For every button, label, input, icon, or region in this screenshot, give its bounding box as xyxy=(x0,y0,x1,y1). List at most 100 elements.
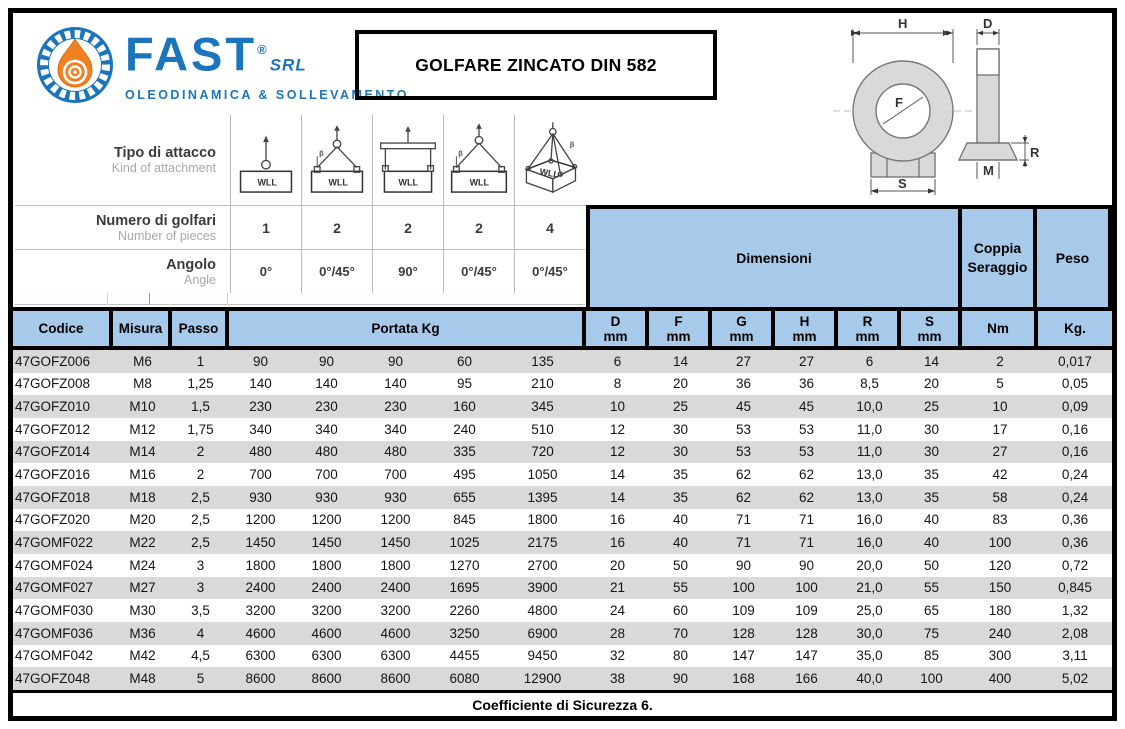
cell-g: 53 xyxy=(735,421,752,437)
cell-h: 71 xyxy=(798,535,815,551)
cell-portata-4: 6080 xyxy=(449,671,480,687)
cell-misura: M10 xyxy=(129,399,156,415)
cell-s: 65 xyxy=(923,603,940,619)
cell-codice: 47GOFZ008 xyxy=(15,376,91,392)
cell-portata-2: 1200 xyxy=(311,512,342,528)
cell-nm: 100 xyxy=(988,535,1012,551)
pieces-value: 2 xyxy=(443,205,514,249)
passo-header: Passo xyxy=(172,311,229,346)
cell-codice: 47GOFZ048 xyxy=(15,671,91,687)
cell-nm: 5 xyxy=(996,376,1004,392)
cell-kg: 0,24 xyxy=(1061,467,1089,483)
dim-label-M: M xyxy=(983,163,994,178)
four-leg-sling-icon: WLL β xyxy=(514,115,585,205)
cell-portata-1: 1450 xyxy=(245,535,276,551)
brand-name: FAST®SRL xyxy=(125,27,307,81)
cell-f: 30 xyxy=(672,421,689,437)
coppia-seraggio-header: Coppia Seraggio xyxy=(962,209,1037,307)
cell-r: 16,0 xyxy=(856,512,883,528)
cell-misura: M6 xyxy=(133,353,152,369)
cell-portata-4: 60 xyxy=(456,353,473,369)
brand-suffix: SRL xyxy=(269,55,307,75)
cell-nm: 27 xyxy=(992,444,1008,460)
cell-h: 90 xyxy=(798,557,815,573)
cell-portata-4: 845 xyxy=(453,512,476,528)
cell-portata-2: 230 xyxy=(315,399,338,415)
cell-g: 36 xyxy=(735,376,752,392)
pieces-value: 2 xyxy=(301,205,372,249)
cell-misura: M36 xyxy=(129,625,156,641)
cell-r: 11,0 xyxy=(856,444,883,460)
cell-h: 147 xyxy=(795,648,818,664)
cell-d: 28 xyxy=(609,625,626,641)
cell-portata-5: 510 xyxy=(531,421,554,437)
cell-r: 20,0 xyxy=(856,557,883,573)
codice-header: Codice xyxy=(13,311,113,346)
misura-header: Misura xyxy=(113,311,172,346)
cell-misura: M18 xyxy=(129,489,156,505)
pieces-value: 2 xyxy=(372,205,443,249)
cell-portata-2: 930 xyxy=(315,489,338,505)
cell-portata-3: 3200 xyxy=(380,603,411,619)
gear-drop-logo-icon xyxy=(37,27,113,103)
cell-portata-4: 335 xyxy=(453,444,476,460)
cell-portata-5: 9450 xyxy=(527,648,558,664)
peso-header: Peso xyxy=(1055,249,1090,266)
angle-value: 90° xyxy=(372,249,443,293)
cell-r: 11,0 xyxy=(856,421,883,437)
cell-f: 40 xyxy=(672,535,689,551)
cell-portata-1: 1200 xyxy=(245,512,276,528)
cell-portata-5: 1395 xyxy=(527,489,558,505)
two-leg-sling-icon: WLL β xyxy=(301,115,372,205)
cell-portata-5: 720 xyxy=(531,444,554,460)
cell-portata-2: 1450 xyxy=(311,535,342,551)
cell-portata-5: 4800 xyxy=(527,603,558,619)
cell-portata-4: 655 xyxy=(453,489,476,505)
cell-kg: 0,09 xyxy=(1061,399,1089,415)
cell-nm: 400 xyxy=(988,671,1012,687)
cell-f: 30 xyxy=(672,444,689,460)
cell-passo: 1 xyxy=(196,353,205,369)
cell-portata-2: 3200 xyxy=(311,603,342,619)
cell-portata-3: 340 xyxy=(384,421,407,437)
cell-passo: 2 xyxy=(196,444,205,460)
cell-f: 55 xyxy=(672,580,689,596)
cell-kg: 0,16 xyxy=(1061,444,1089,460)
table-row: 47GOFZ048 M48 5 8600 8600 8600 6080 1290… xyxy=(13,667,1112,690)
cell-f: 40 xyxy=(672,512,689,528)
cell-f: 60 xyxy=(672,603,689,619)
cell-misura: M12 xyxy=(129,421,156,437)
cell-f: 70 xyxy=(672,625,689,641)
cell-portata-4: 495 xyxy=(453,467,476,483)
cell-passo: 2,5 xyxy=(191,535,210,551)
cell-misura: M30 xyxy=(129,603,156,619)
table-row: 47GOFZ016 M16 2 700 700 700 495 1050 14 … xyxy=(13,463,1112,486)
cell-portata-4: 160 xyxy=(453,399,476,415)
cell-s: 50 xyxy=(923,557,940,573)
cell-portata-1: 700 xyxy=(249,467,272,483)
table-row: 47GOFZ014 M14 2 480 480 480 335 720 12 3… xyxy=(13,440,1112,464)
cell-portata-3: 230 xyxy=(384,399,407,415)
table-row: 47GOMF027 M27 3 2400 2400 2400 1695 3900… xyxy=(13,576,1112,600)
table-row: 47GOFZ018 M18 2,5 930 930 930 655 1395 1… xyxy=(13,485,1112,509)
table-row: 47GOMF024 M24 3 1800 1800 1800 1270 2700… xyxy=(13,553,1112,577)
dim-label-F: F xyxy=(895,95,903,110)
cell-f: 35 xyxy=(672,467,689,483)
portata-header: Portata Kg xyxy=(229,311,586,346)
cell-h: 62 xyxy=(798,489,815,505)
cell-h: 53 xyxy=(798,444,815,460)
cell-nm: 83 xyxy=(992,512,1008,528)
cell-passo: 1,25 xyxy=(187,376,214,392)
angle-value: 0° xyxy=(230,249,301,293)
cell-portata-4: 2260 xyxy=(449,603,480,619)
cell-g: 62 xyxy=(735,489,752,505)
svg-text:WLL: WLL xyxy=(258,177,278,187)
cell-s: 30 xyxy=(923,421,940,437)
cell-d: 21 xyxy=(609,580,626,596)
brand-tagline: OLEODINAMICA & SOLLEVAMENTO xyxy=(125,88,409,103)
cell-f: 35 xyxy=(672,489,689,505)
cell-portata-3: 140 xyxy=(384,376,407,392)
cell-portata-4: 3250 xyxy=(449,625,480,641)
cell-portata-3: 480 xyxy=(384,444,407,460)
